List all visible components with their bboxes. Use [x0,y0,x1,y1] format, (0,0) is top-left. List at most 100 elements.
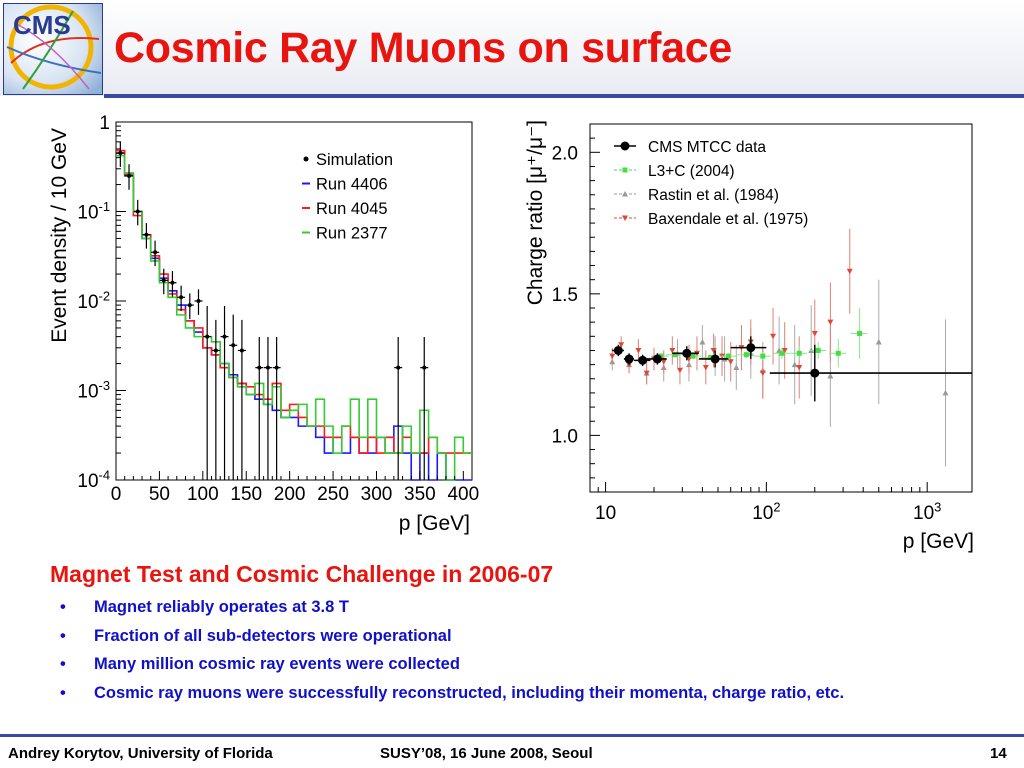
x-tick-label: 100 [187,484,219,505]
x-tick-label: 0 [111,484,122,505]
bullet-list: • Magnet reliably operates at 3.8 T • Frac… [60,596,844,711]
baxendale-point [660,359,667,365]
bullet-dot: • [60,655,66,674]
section-subheading: Magnet Test and Cosmic Challenge in 2006… [50,561,554,587]
baxendale-point [770,333,777,340]
cms-point [710,354,720,364]
baxendale-point [702,364,709,371]
legend-marker [622,215,628,221]
simulation-point [196,299,201,303]
y-tick-label: 1.0 [552,426,578,447]
bullet-item: • Many million cosmic ray events were col… [60,653,844,682]
legend-label: Rastin et al. (1984) [648,187,779,204]
y-tick-label: 10-4 [77,467,110,492]
l3c-point [857,330,863,336]
legend-label: Baxendale et al. (1975) [648,211,808,228]
plot-frame [589,123,973,493]
simulation-point [161,278,166,283]
bullet-dot: • [60,626,66,645]
legend-label: Run 4045 [316,200,388,218]
y-tick-label: 1 [99,113,110,134]
bullet-text: Magnet reliably operates at 3.8 T [94,598,349,616]
rastin-point [827,372,834,379]
momentum-spectrum-chart: 0 50 100 150 200 250 300 350 400 1 10-1 10-2 10-3 10-… [48,113,479,535]
simulation-point [205,334,210,339]
x-tick-label: 150 [230,484,262,505]
simulation-point [127,173,132,178]
x-tick-label: 103 [913,499,941,524]
legend-label: L3+C (2004) [648,163,735,180]
x-axis-title: p [GeV] [903,530,974,553]
plot-frame [115,121,473,481]
l3c-point [815,347,821,353]
y-tick-label: 10-3 [77,378,110,403]
legend-label: Simulation [316,151,393,169]
bullet-dot: • [60,598,66,616]
simulation-point [222,334,227,339]
l3c-point [743,352,749,358]
legend-marker [303,156,309,162]
cms-point [746,343,756,353]
cms-point [624,354,634,364]
simulation-point [118,151,123,156]
y-axis-title: Charge ratio [μ⁺/μ⁻] [524,120,547,305]
x-axis-title: p [GeV] [399,512,470,535]
y-tick-label: 10-2 [77,288,110,313]
simulation-point [170,280,175,285]
legend-marker [622,191,628,197]
y-axis-title: Event density / 10 GeV [48,128,71,343]
baxendale-point [811,330,818,337]
baxendale-point [669,347,676,354]
footer-author: Andrey Korytov, University of Florida [8,745,273,762]
header-rule [104,94,1024,98]
legend-label: Run 2377 [316,225,388,243]
page-number: 14 [990,745,1007,762]
slide-title: Cosmic Ray Muons on surface [114,24,732,72]
charge-ratio-chart: 2.0 1.5 1.0 10 102 103 p [GeV] Charge ratio [μ⁺… [524,120,974,553]
bullet-text: Cosmic ray muons were successfully recon… [94,684,845,703]
baxendale-point [609,353,616,360]
baxendale-point [827,319,834,326]
l3c-point [835,350,841,356]
baxendale-point [759,370,766,377]
x-tick-label: 300 [361,484,393,505]
simulation-point [274,365,279,370]
rastin-point [942,389,949,396]
y-tick-label: 10-1 [77,199,110,224]
baxendale-point [796,364,803,371]
bullet-dot: • [60,684,66,703]
y-tick-label: 1.5 [552,285,578,306]
baxendale-point [618,342,625,348]
baxendale-point [635,347,642,354]
baxendale-point [727,359,734,365]
x-tick-label: 102 [752,499,780,524]
simulation-point [257,365,262,370]
l3c-point [760,353,766,359]
histogram-line [116,154,472,481]
simulation-point [153,250,158,255]
footer-event: SUSY’08, 16 June 2008, Seoul [380,745,593,762]
baxendale-point [710,347,717,354]
x-tick-label: 350 [404,484,436,505]
x-tick-label: 10 [595,503,616,524]
cms-point [810,368,820,378]
legend-marker [622,167,628,173]
header-band [0,0,1024,96]
legend-label: CMS MTCC data [648,139,766,156]
baxendale-point [781,347,788,354]
bullet-text: Many million cosmic ray events were coll… [94,655,460,674]
bullet-item: • Fraction of all sub-detectors were oper… [60,625,844,654]
legend-marker [620,141,630,151]
baxendale-point [846,268,853,275]
simulation-point [135,209,140,214]
x-tick-label: 250 [317,484,349,505]
x-tick-label: 50 [149,484,170,505]
simulation-point [422,365,427,370]
y-tick-label: 2.0 [552,143,578,164]
simulation-point [144,232,149,237]
l3c-point [708,355,714,361]
cms-point [613,345,623,355]
simulation-point [231,343,236,348]
rastin-point [875,338,882,345]
bullet-item: • Magnet reliably operates at 3.8 T [60,596,844,625]
